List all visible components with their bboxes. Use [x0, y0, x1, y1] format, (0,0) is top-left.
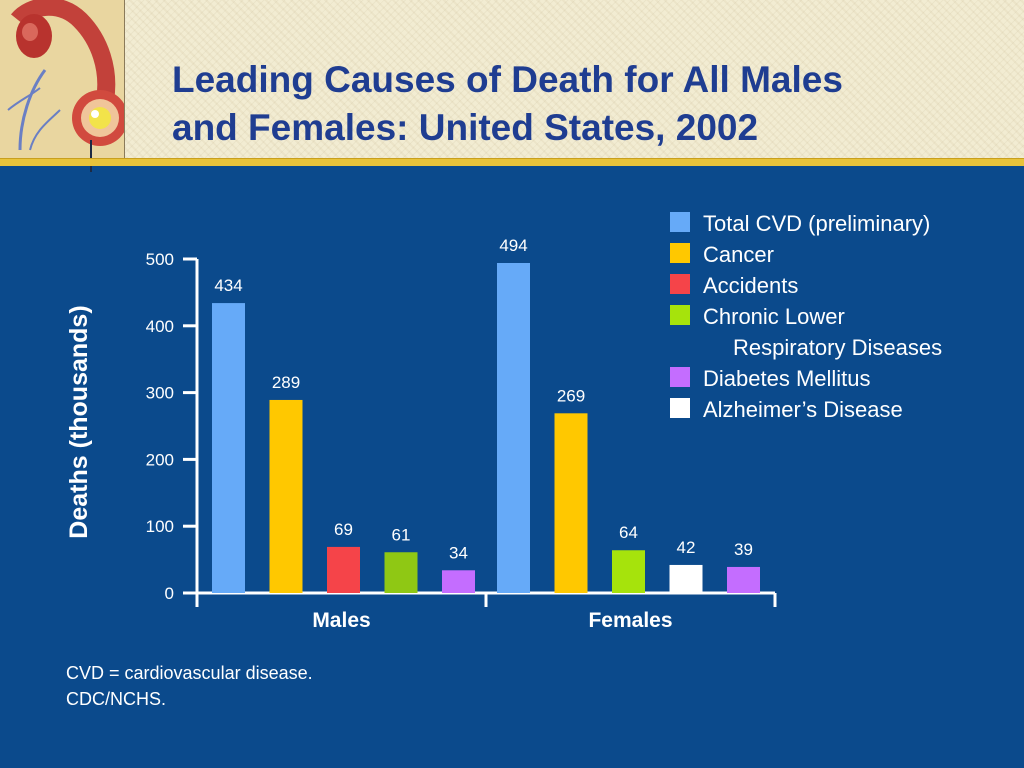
data-label-females-diabetes-mellitus: 39: [734, 540, 753, 559]
data-label-males-diabetes-mellitus: 34: [449, 543, 468, 562]
x-category-label-males: Males: [312, 609, 370, 632]
legend-label-total-cvd: Total CVD (preliminary): [703, 211, 931, 236]
bar-males-accidents: [327, 546, 360, 593]
legend-item-total-cvd: Total CVD (preliminary): [670, 208, 942, 239]
legend-label-respiratory-diseases-continued: Respiratory Diseases: [733, 335, 943, 360]
legend-item-diabetes: Diabetes Mellitus: [670, 363, 942, 394]
bar-females-alzheimer-s-disease: [669, 564, 703, 593]
legend-item-chronic-lower-respiratory: Chronic Lower: [670, 301, 942, 332]
data-label-males-accidents: 69: [334, 520, 353, 539]
data-label-males-cancer: 289: [272, 373, 300, 392]
y-tick-label-100: 100: [146, 517, 174, 536]
header-rule: [0, 158, 1024, 166]
legend-swatch-diabetes: [670, 367, 690, 387]
slide-title-line-2: and Females: United States, 2002: [172, 107, 759, 148]
footnote: CVD = cardiovascular disease. CDC/NCHS.: [66, 660, 313, 712]
bar-males-total-cvd-preliminary: [212, 303, 245, 593]
bar-females-diabetes-mellitus: [727, 566, 760, 593]
y-tick-label-300: 300: [146, 384, 174, 403]
footnote-abbreviation: CVD = cardiovascular disease.: [66, 663, 313, 683]
legend-label-chronic-lower-respiratory: Chronic Lower: [703, 304, 845, 329]
data-label-females-cancer: 269: [557, 386, 585, 405]
legend-item-alzheimers: Alzheimer’s Disease: [670, 394, 942, 425]
bar-males-chronic-lower-respiratory-diseases: [384, 552, 418, 593]
footnote-source: CDC/NCHS.: [66, 689, 167, 709]
legend-label-alzheimers: Alzheimer’s Disease: [703, 397, 903, 422]
legend-swatch-total-cvd: [670, 212, 690, 232]
legend-swatch-cancer: [670, 243, 690, 263]
legend-label-cancer: Cancer: [703, 242, 774, 267]
y-axis-label: Deaths (thousands): [65, 305, 93, 539]
bar-females-cancer: [554, 413, 588, 593]
legend-label-accidents: Accidents: [703, 273, 799, 298]
legend-item-cancer: Cancer: [670, 239, 942, 270]
x-category-label-females: Females: [588, 609, 672, 632]
legend-swatch-accidents: [670, 274, 690, 294]
data-label-females-alzheimer-s-disease: 42: [677, 538, 696, 557]
chart-legend: Total CVD (preliminary) Cancer Accidents…: [670, 208, 942, 425]
slide-title-line-1: Leading Causes of Death for All Males: [172, 59, 843, 100]
data-label-males-chronic-lower-respiratory-diseases: 61: [392, 525, 411, 544]
legend-item-accidents: Accidents: [670, 270, 942, 301]
legend-swatch-alzheimers: [670, 398, 690, 418]
bar-males-cancer: [269, 399, 303, 593]
y-tick-label-0: 0: [165, 584, 174, 603]
data-label-females-chronic-lower-respiratory-diseases: 64: [619, 523, 638, 542]
y-tick-label-500: 500: [146, 250, 174, 269]
slide-title: Leading Causes of Death for All Males an…: [172, 56, 952, 152]
bar-females-total-cvd-preliminary: [497, 263, 530, 593]
data-label-females-total-cvd-preliminary: 494: [499, 236, 527, 255]
legend-label-diabetes: Diabetes Mellitus: [703, 366, 871, 391]
y-tick-label-400: 400: [146, 317, 174, 336]
slide-header: [0, 0, 1024, 160]
data-label-males-total-cvd-preliminary: 434: [214, 276, 242, 295]
legend-swatch-chronic-lower-respiratory: [670, 305, 690, 325]
bar-males-diabetes-mellitus: [442, 570, 475, 593]
heart-artery-illustration-icon: [0, 0, 125, 158]
bar-females-chronic-lower-respiratory-diseases: [612, 550, 645, 593]
logo-divider: [90, 140, 92, 172]
y-tick-label-200: 200: [146, 450, 174, 469]
